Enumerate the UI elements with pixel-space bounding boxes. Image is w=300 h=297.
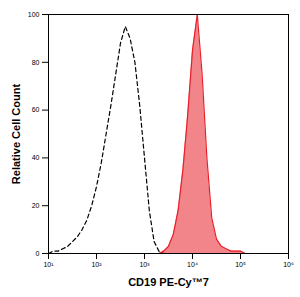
svg-text:60: 60 <box>32 106 40 113</box>
svg-text:10³: 10³ <box>139 261 150 268</box>
svg-text:10⁴: 10⁴ <box>187 261 198 268</box>
svg-text:Relative Cell Count: Relative Cell Count <box>10 84 22 185</box>
svg-text:20: 20 <box>32 202 40 209</box>
svg-text:CD19 PE-Cy™7: CD19 PE-Cy™7 <box>128 276 209 288</box>
svg-text:80: 80 <box>32 59 40 66</box>
svg-text:0: 0 <box>36 250 40 257</box>
svg-text:40: 40 <box>32 154 40 161</box>
svg-text:10⁶: 10⁶ <box>283 261 294 268</box>
svg-text:100: 100 <box>28 11 40 18</box>
svg-text:10²: 10² <box>91 261 102 268</box>
svg-text:10¹: 10¹ <box>43 261 54 268</box>
svg-text:10⁵: 10⁵ <box>235 261 246 268</box>
